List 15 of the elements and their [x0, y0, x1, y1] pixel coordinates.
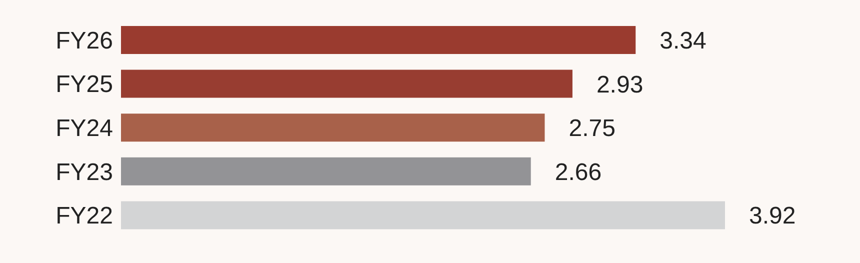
data-label: 2.66 — [554, 158, 602, 186]
bar — [121, 114, 545, 142]
y-tick-label: FY25 — [56, 71, 113, 98]
bar — [121, 26, 636, 54]
y-tick-label: FY23 — [56, 158, 113, 186]
data-label: 2.93 — [596, 71, 644, 98]
bar — [121, 157, 531, 186]
bar — [121, 70, 572, 98]
bar — [121, 201, 725, 230]
data-label: 3.92 — [749, 202, 796, 230]
y-tick-label: FY22 — [56, 202, 113, 230]
y-tick-label: FY24 — [56, 115, 113, 142]
y-tick-label: FY26 — [56, 27, 113, 54]
data-label: 2.75 — [568, 115, 616, 142]
data-label: 3.34 — [660, 28, 706, 55]
